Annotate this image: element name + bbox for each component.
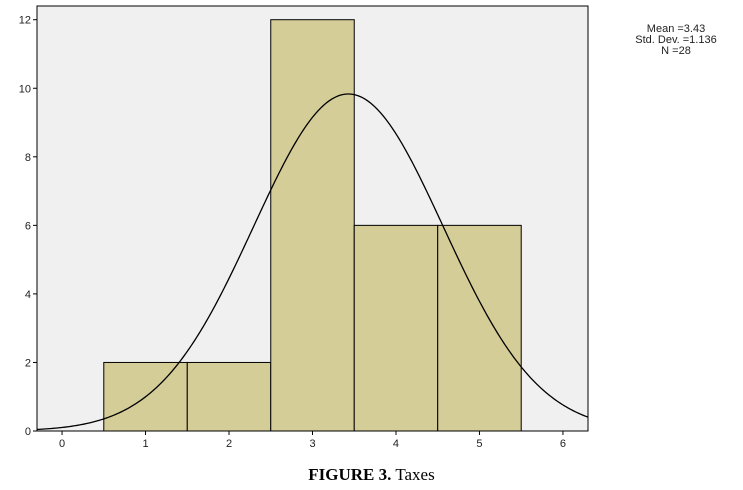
x-tick-label-6: 6	[560, 438, 566, 450]
y-tick-label-2: 2	[25, 357, 31, 369]
x-tick-label-3: 3	[309, 438, 315, 450]
y-tick-label-6: 6	[25, 220, 31, 232]
x-tick-label-4: 4	[393, 438, 399, 450]
stat-n: N =28	[661, 45, 691, 57]
figure-label: FIGURE 3.	[308, 465, 392, 484]
x-tick-label-0: 0	[59, 438, 65, 450]
stats-box: Mean =3.43 Std. Dev. =1.136 N =28	[612, 24, 740, 57]
bars	[103, 19, 522, 432]
y-axis: 0 2 4 6 8 10 12	[19, 15, 37, 438]
figure-caption: FIGURE 3. Taxes	[0, 465, 743, 485]
histogram-bar-5	[437, 224, 522, 432]
y-tick-label-0: 0	[25, 426, 31, 438]
x-axis: 0 1 2 3 4 5 6	[59, 431, 566, 450]
figure-title: Taxes	[391, 465, 435, 484]
y-tick-label-4: 4	[25, 289, 31, 301]
x-tick-label-2: 2	[226, 438, 232, 450]
normal-curve	[36, 93, 589, 431]
histogram-bar-3	[270, 19, 355, 432]
y-tick-label-10: 10	[19, 83, 31, 95]
y-tick-label-12: 12	[19, 15, 31, 27]
stat-std-dev: Std. Dev. =1.136	[635, 34, 717, 46]
x-tick-label-1: 1	[142, 438, 148, 450]
x-tick-label-5: 5	[476, 438, 482, 450]
histogram-bar-2	[186, 361, 272, 432]
y-tick-label-8: 8	[25, 152, 31, 164]
histogram-bar-4	[353, 224, 439, 432]
stat-mean: Mean =3.43	[646, 23, 706, 35]
